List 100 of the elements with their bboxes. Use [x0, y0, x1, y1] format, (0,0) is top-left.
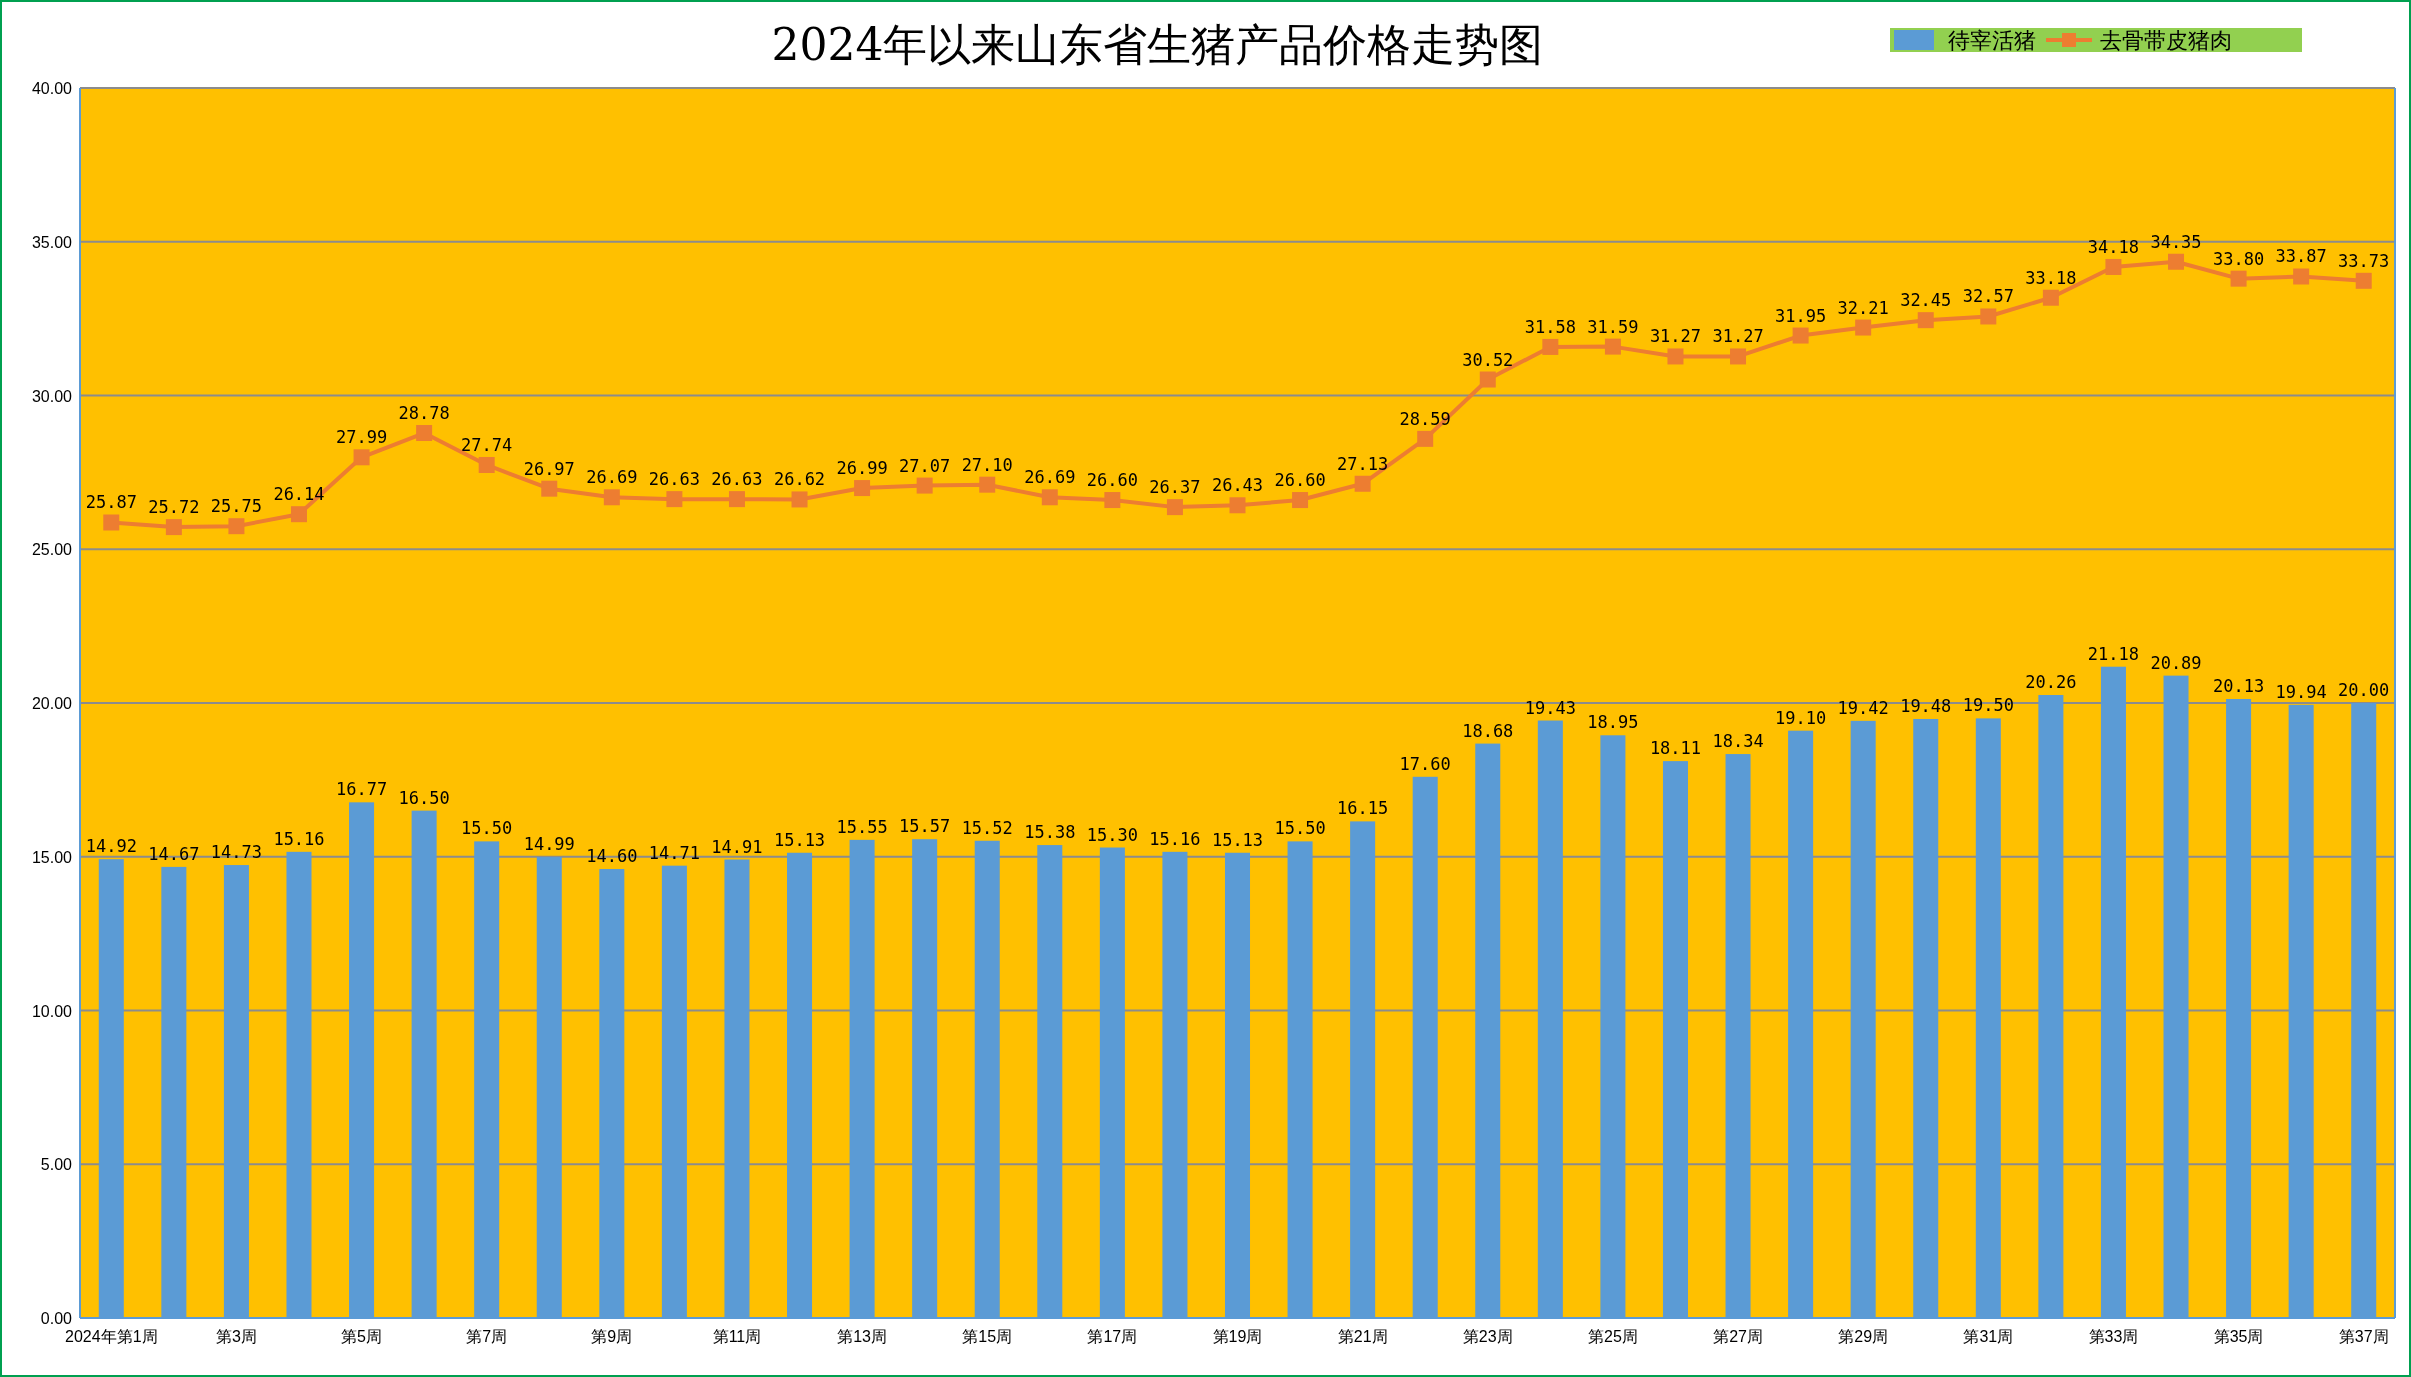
- data-label: 27.74: [461, 434, 513, 455]
- data-label: 18.34: [1712, 731, 1764, 752]
- data-label: 26.14: [273, 484, 325, 505]
- data-label: 26.97: [523, 458, 575, 479]
- point: [1917, 312, 1934, 329]
- x-tick-label: 第3周: [215, 1328, 257, 1345]
- x-tick-label: 第19周: [1212, 1328, 1263, 1345]
- point: [416, 425, 433, 442]
- point: [1354, 475, 1371, 492]
- point: [1980, 308, 1997, 325]
- data-label: 32.57: [1962, 286, 2014, 307]
- data-label: 34.35: [2150, 231, 2202, 252]
- y-tick-label: 30.00: [31, 387, 73, 405]
- data-label: 15.13: [1211, 829, 1264, 850]
- point: [2293, 268, 2310, 285]
- point: [1104, 492, 1121, 509]
- x-tick-label: 第23周: [1462, 1328, 1513, 1345]
- point: [1855, 319, 1872, 336]
- data-label: 14.99: [523, 834, 575, 855]
- data-label: 33.87: [2275, 246, 2327, 267]
- x-tick-label: 2024年第1周: [65, 1328, 158, 1345]
- data-label: 14.67: [148, 843, 200, 864]
- data-label: 20.00: [2338, 680, 2390, 700]
- data-label: 15.52: [961, 817, 1013, 838]
- data-label: 15.16: [1149, 828, 1201, 849]
- point: [666, 491, 683, 508]
- data-label: 14.92: [85, 836, 137, 857]
- x-tick-label: 第13周: [837, 1328, 887, 1345]
- point: [1730, 348, 1747, 365]
- data-label: 26.69: [586, 467, 638, 488]
- point: [1604, 338, 1621, 355]
- data-label: 19.48: [1900, 695, 1952, 716]
- data-label: 26.60: [1086, 470, 1138, 491]
- data-label: 15.13: [773, 829, 826, 850]
- data-label: 26.63: [648, 469, 700, 490]
- data-label: 27.10: [961, 454, 1013, 475]
- x-tick-label: 第11周: [712, 1328, 762, 1345]
- data-label: 26.62: [773, 469, 826, 490]
- data-label: 19.10: [1775, 707, 1827, 728]
- data-label: 15.55: [836, 816, 888, 837]
- data-label: 21.18: [2087, 643, 2140, 664]
- data-label: 27.99: [335, 427, 388, 448]
- point: [353, 449, 370, 466]
- data-label: 33.18: [2025, 267, 2077, 288]
- data-label: 32.45: [1900, 290, 1952, 311]
- point: [103, 514, 120, 531]
- x-tick-label: 第7周: [466, 1328, 508, 1345]
- data-label: 14.73: [210, 842, 263, 863]
- point: [916, 477, 933, 494]
- data-label: 26.63: [711, 469, 763, 490]
- data-label: 26.69: [1024, 467, 1076, 488]
- y-tick-label: 10.00: [31, 1002, 73, 1020]
- data-label: 31.95: [1775, 305, 1827, 326]
- data-label: 19.43: [1524, 697, 1576, 718]
- x-tick-label: 第21周: [1337, 1328, 1388, 1345]
- point: [541, 480, 558, 497]
- x-tick-label: 第27周: [1713, 1328, 1763, 1345]
- point: [728, 491, 745, 508]
- data-label: 20.13: [2212, 676, 2265, 696]
- data-label: 20.89: [2150, 652, 2202, 673]
- point: [1479, 371, 1496, 388]
- point: [2230, 270, 2247, 287]
- point: [979, 476, 996, 493]
- data-label: 19.50: [1962, 695, 2014, 716]
- point: [603, 489, 620, 506]
- x-tick-label: 第9周: [591, 1328, 633, 1345]
- x-tick-label: 第15周: [962, 1328, 1013, 1345]
- point: [1229, 497, 1246, 514]
- data-label: 14.91: [711, 836, 763, 857]
- data-label: 26.37: [1149, 477, 1201, 498]
- point: [2042, 289, 2059, 306]
- data-label: 31.58: [1524, 316, 1576, 337]
- data-label: 32.21: [1837, 297, 1889, 318]
- point: [290, 506, 307, 523]
- data-label: 25.87: [85, 492, 137, 513]
- data-label: 15.50: [1274, 818, 1326, 839]
- x-tick-label: 第29周: [1838, 1328, 1889, 1345]
- x-tick-label: 第5周: [341, 1328, 383, 1345]
- point: [228, 518, 245, 535]
- data-label: 18.11: [1649, 738, 1702, 759]
- y-tick-label: 35.00: [31, 233, 73, 251]
- data-label: 14.71: [648, 842, 700, 863]
- chart-title: 2024年以来山东省生猪产品价格走势图: [771, 19, 1544, 70]
- data-label: 19.42: [1837, 697, 1889, 718]
- point: [1292, 492, 1309, 509]
- point: [165, 519, 182, 536]
- y-tick-label: 20.00: [31, 695, 73, 712]
- data-label: 25.75: [210, 496, 263, 517]
- x-tick-label: 第17周: [1087, 1328, 1138, 1345]
- data-label: 25.72: [148, 497, 200, 518]
- legend-label: 待宰活猪: [1948, 28, 2036, 53]
- point: [791, 491, 808, 508]
- data-label: 28.59: [1399, 408, 1451, 429]
- data-label: 16.50: [398, 787, 450, 808]
- data-label: 27.13: [1337, 453, 1389, 474]
- x-tick-label: 第31周: [1963, 1328, 2014, 1345]
- data-label: 18.95: [1587, 712, 1639, 733]
- data-label: 27.07: [899, 455, 951, 476]
- data-label: 16.77: [335, 779, 388, 800]
- data-label: 15.57: [899, 816, 951, 837]
